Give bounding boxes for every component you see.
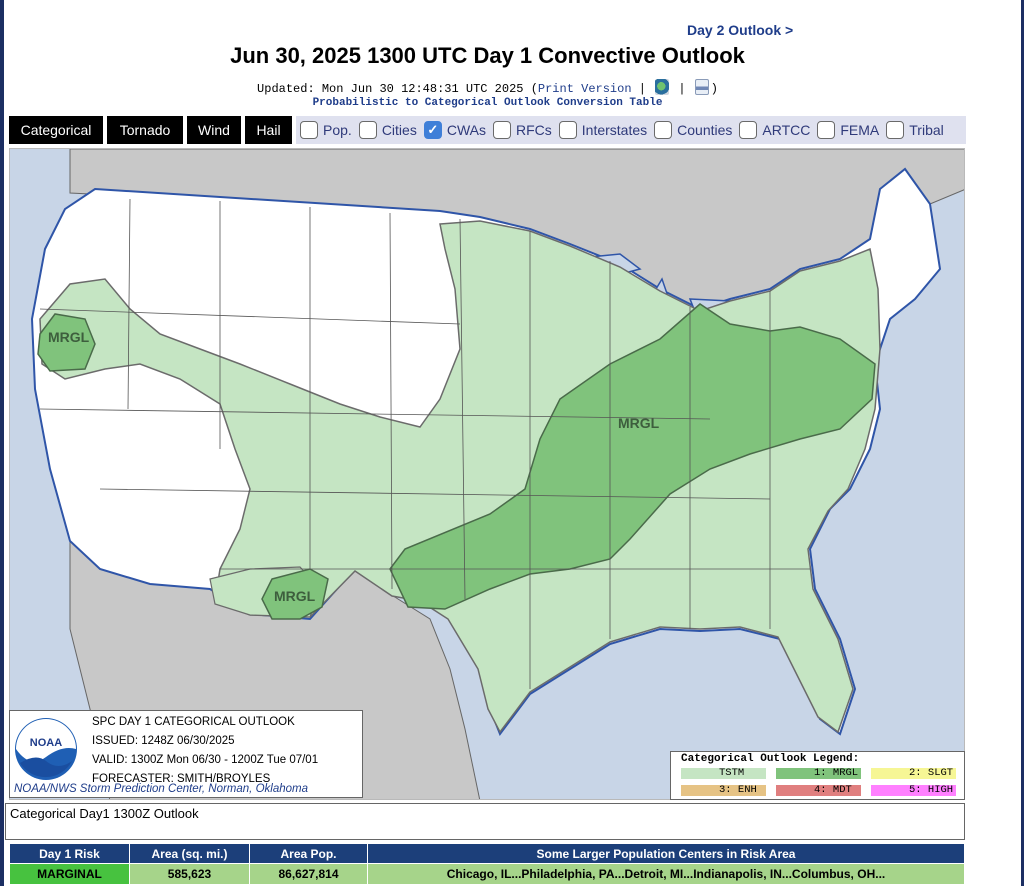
- risk-level-cell: MARGINAL: [9, 863, 130, 885]
- legend-item-tstm: TSTM: [681, 767, 766, 779]
- legend-swatch: [871, 785, 956, 796]
- overlay-label: Interstates: [581, 122, 648, 138]
- checkbox[interactable]: [817, 121, 836, 139]
- overlay-label: RFCs: [515, 122, 552, 138]
- info-lines: SPC DAY 1 CATEGORICAL OUTLOOK ISSUED: 12…: [92, 713, 318, 789]
- updated-line: Updated: Mon Jun 30 12:48:31 UTC 2025 (P…: [0, 79, 975, 96]
- checkbox[interactable]: [739, 121, 758, 139]
- column-header-population: Area Pop.: [249, 843, 368, 864]
- updated-suffix: ): [710, 82, 718, 96]
- overlay-label: CWAs: [446, 122, 486, 138]
- overlay-cities[interactable]: Cities: [358, 121, 417, 139]
- overlay-cwas[interactable]: CWAs: [423, 121, 486, 139]
- column-header-risk: Day 1 Risk: [9, 843, 130, 864]
- tab-hail[interactable]: Hail: [245, 116, 292, 144]
- legend-swatch: [681, 785, 766, 796]
- legend-item-slgt: 2: SLGT: [871, 767, 956, 779]
- outlook-caption: Categorical Day1 1300Z Outlook: [5, 803, 965, 840]
- tab-categorical[interactable]: Categorical: [9, 116, 103, 144]
- info-valid: VALID: 1300Z Mon 06/30 - 1200Z Tue 07/01: [92, 754, 319, 766]
- state-borders: [39, 198, 810, 689]
- overlay-label: FEMA: [840, 122, 880, 138]
- risk-table-header-row: Day 1 Risk Area (sq. mi.) Area Pop. Some…: [9, 843, 965, 864]
- overlay-label: Pop.: [323, 122, 352, 138]
- overlay-rfcs[interactable]: RFCs: [492, 121, 552, 139]
- overlay-toggles: Pop. Cities CWAs RFCs Interstates Counti…: [296, 116, 966, 144]
- outlook-info-box: NOAA SPC DAY 1 CATEGORICAL OUTLOOK ISSUE…: [9, 710, 363, 798]
- overlay-tribal[interactable]: Tribal: [886, 121, 944, 139]
- overlay-label: Cities: [381, 122, 417, 138]
- page-left-border: [0, 0, 4, 886]
- legend-item-mrgl: 1: MRGL: [776, 767, 861, 779]
- checkbox[interactable]: [492, 121, 511, 139]
- tab-tornado[interactable]: Tornado: [107, 116, 183, 144]
- document-icon[interactable]: [694, 79, 709, 95]
- table-row: MARGINAL 585,623 86,627,814 Chicago, IL.…: [9, 863, 965, 885]
- mrgl-label-northwest: MRGL: [48, 329, 90, 345]
- overlay-artcc[interactable]: ARTCC: [739, 121, 810, 139]
- legend-item-high: 5: HIGH: [871, 784, 956, 796]
- overlay-fema[interactable]: FEMA: [817, 121, 879, 139]
- separator: |: [678, 82, 686, 96]
- info-footer: NOAA/NWS Storm Prediction Center, Norman…: [14, 783, 308, 795]
- updated-text: Updated: Mon Jun 30 12:48:31 UTC 2025 (: [257, 82, 538, 96]
- column-header-area: Area (sq. mi.): [129, 843, 250, 864]
- checkbox[interactable]: [358, 121, 377, 139]
- legend-item-enh: 3: ENH: [681, 784, 766, 796]
- map-svg: MRGL MRGL MRGL: [10, 149, 964, 799]
- checkbox[interactable]: [654, 121, 673, 139]
- info-issued: ISSUED: 1248Z 06/30/2025: [92, 735, 235, 747]
- info-title: SPC DAY 1 CATEGORICAL OUTLOOK: [92, 716, 295, 728]
- population-centers-cell: Chicago, IL...Philadelphia, PA...Detroit…: [367, 863, 965, 885]
- google-earth-icon[interactable]: [655, 79, 670, 95]
- info-forecaster: FORECASTER: SMITH/BROYLES: [92, 773, 271, 785]
- print-version-link[interactable]: Print Version: [537, 82, 632, 96]
- mrgl-label-southwest: MRGL: [274, 588, 316, 604]
- mrgl-label-east: MRGL: [618, 415, 660, 431]
- risk-table: Day 1 Risk Area (sq. mi.) Area Pop. Some…: [9, 843, 965, 885]
- overlay-label: ARTCC: [762, 122, 811, 138]
- legend-item-mdt: 4: MDT: [776, 784, 861, 796]
- checkbox-checked[interactable]: [423, 121, 442, 139]
- separator: |: [638, 82, 646, 96]
- checkbox[interactable]: [886, 121, 905, 139]
- overlay-label: Tribal: [909, 122, 944, 138]
- page-title: Jun 30, 2025 1300 UTC Day 1 Convective O…: [230, 43, 745, 68]
- mrgl-risk-area-southwest[interactable]: [261, 568, 329, 620]
- legend-swatch: [776, 768, 861, 779]
- legend-title: Categorical Outlook Legend:: [681, 753, 860, 765]
- overlay-label: Counties: [677, 122, 733, 138]
- tab-wind[interactable]: Wind: [187, 116, 241, 144]
- outlook-legend: Categorical Outlook Legend: TSTM 1: MRGL…: [670, 751, 965, 800]
- checkbox[interactable]: [300, 121, 318, 139]
- legend-swatch: [776, 785, 861, 796]
- population-cell: 86,627,814: [249, 863, 368, 885]
- legend-swatch: [681, 768, 766, 779]
- checkbox[interactable]: [558, 121, 577, 139]
- conversion-table-link[interactable]: Probabilistic to Categorical Outlook Con…: [312, 97, 663, 109]
- legend-swatch: [871, 768, 956, 779]
- column-header-population-centers: Some Larger Population Centers in Risk A…: [367, 843, 965, 864]
- overlay-interstates[interactable]: Interstates: [558, 121, 648, 139]
- page-right-border: [1021, 0, 1024, 886]
- outlook-map[interactable]: MRGL MRGL MRGL: [9, 148, 965, 800]
- mrgl-risk-area-northwest[interactable]: [37, 313, 96, 372]
- noaa-logo-text: NOAA: [30, 737, 62, 749]
- overlay-counties[interactable]: Counties: [654, 121, 732, 139]
- area-cell: 585,623: [129, 863, 250, 885]
- mrgl-risk-area-east[interactable]: [389, 303, 876, 610]
- day2-outlook-link[interactable]: Day 2 Outlook >: [687, 22, 794, 38]
- overlay-population[interactable]: Pop.: [300, 121, 352, 139]
- noaa-logo: NOAA: [15, 718, 77, 780]
